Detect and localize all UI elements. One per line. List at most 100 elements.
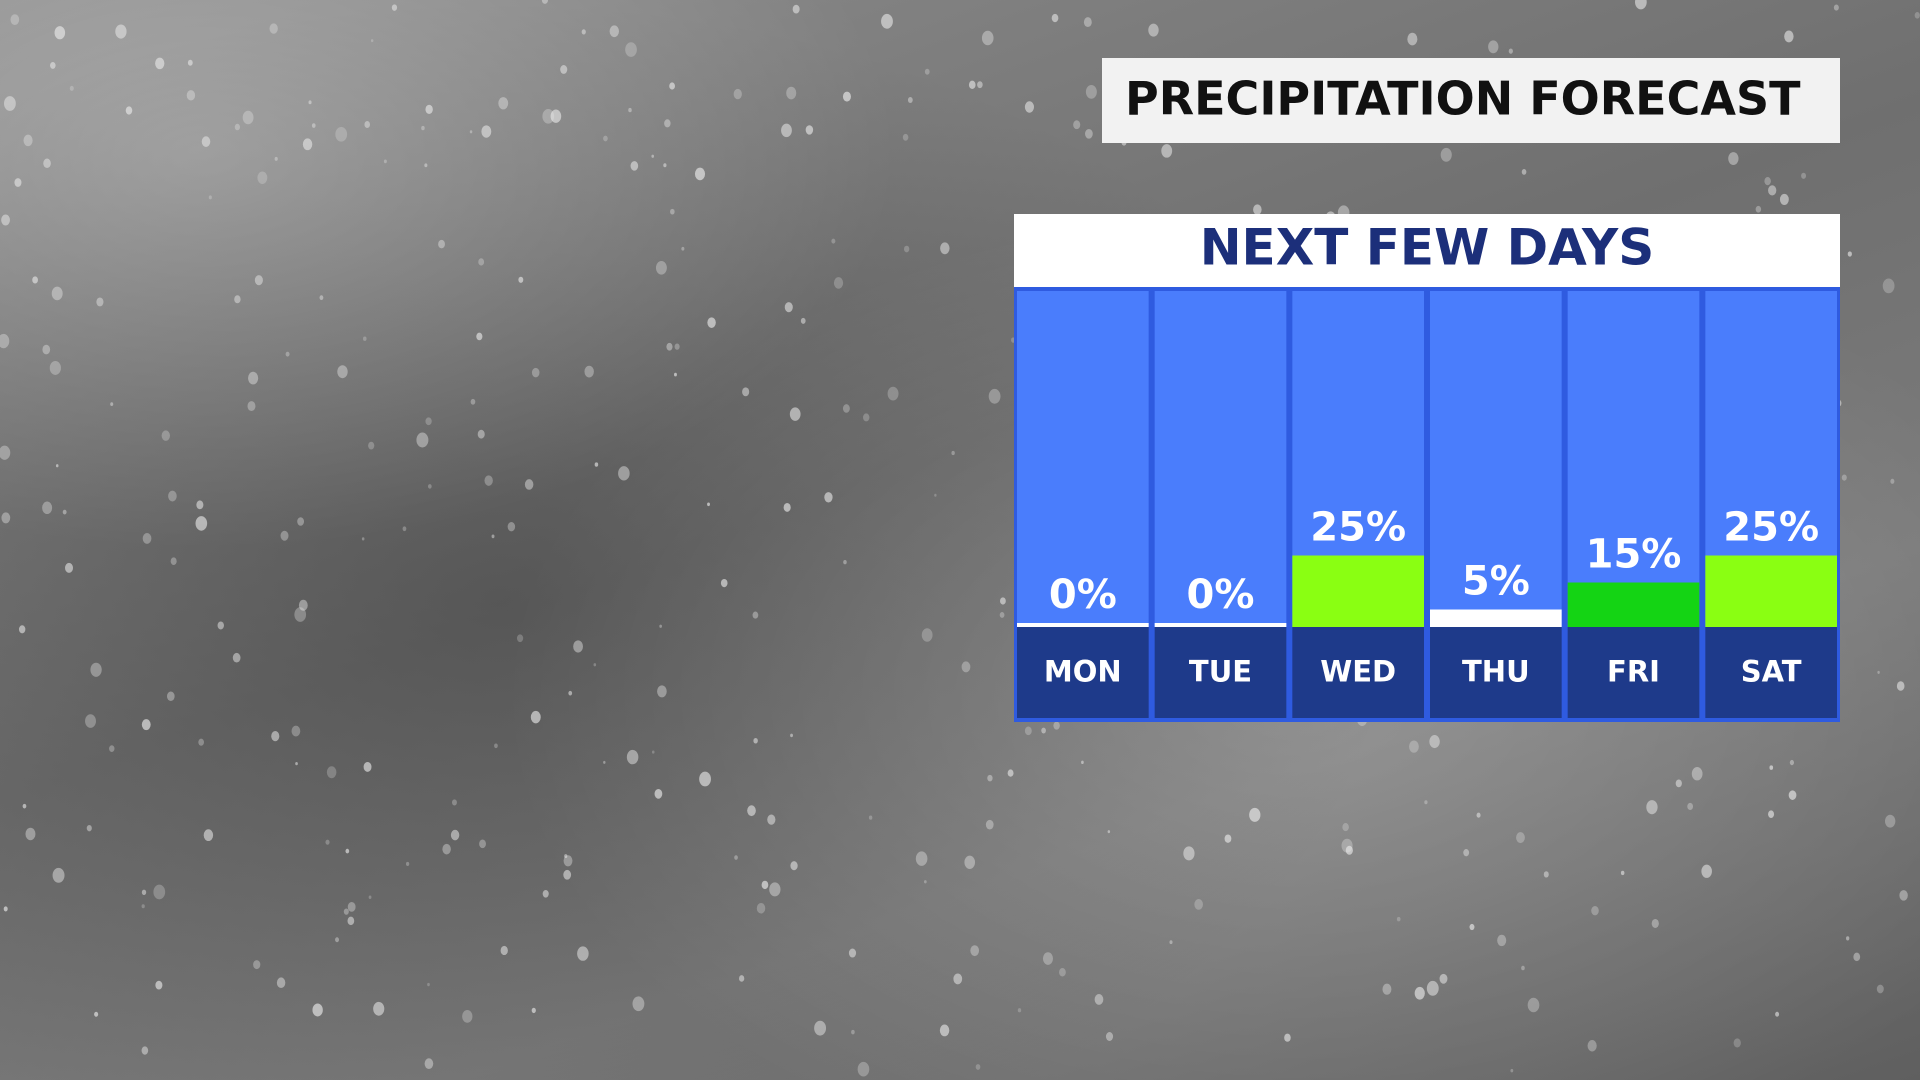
rain-drop [1342,823,1349,832]
rain-drop [276,977,286,989]
rain-drop [805,125,814,135]
rain-drop [1194,899,1203,910]
rain-drop [1161,144,1173,158]
rain-drop [427,484,432,489]
rain-drop [657,685,667,698]
rain-drop [1885,814,1896,828]
rain-drop [373,1001,385,1016]
rain-drop [970,945,980,957]
bar-cap [1292,555,1424,560]
rain-drop [1853,952,1861,962]
rain-drop [953,973,963,985]
rain-drop [153,884,166,900]
rain-drop [477,429,485,439]
rain-drop [345,848,350,854]
rain-drop [651,154,655,158]
rain-drop [1687,802,1694,811]
rain-drop [915,851,928,866]
rain-drop [1041,727,1046,734]
rain-drop [3,96,16,111]
rain-drop [903,245,910,253]
column-bg [1430,291,1562,627]
rain-drop [280,530,289,541]
rain-drop [707,317,716,328]
rain-drop [1635,0,1647,10]
rain-drop [1768,810,1775,818]
rain-drop [343,908,349,915]
rain-drop [1059,967,1066,977]
day-box [1154,627,1287,718]
x-tick-label: TUE [1189,655,1252,689]
rain-drop [294,607,307,622]
rain-drop [669,82,675,90]
rain-drop [1728,152,1739,165]
rain-drop [814,1020,827,1036]
rain-drop [479,839,486,849]
x-tick-label: MON [1044,655,1122,689]
rain-drop [1253,204,1262,215]
rain-drop [196,500,204,510]
rain-drop [577,946,589,961]
rain-drop [427,982,430,987]
rain-drop [10,14,20,26]
rain-drop [507,522,516,532]
rain-drop [924,880,927,884]
rain-drop [1801,172,1807,179]
rain-drop [450,829,460,841]
rain-drop [1527,997,1540,1013]
rain-drop [337,365,348,379]
rain-drop [981,30,994,46]
rain-drop [907,96,913,104]
rain-drop [663,163,667,168]
value-label: 5% [1462,559,1530,605]
rain-drop [1543,871,1549,878]
bar [1567,586,1700,627]
rain-drop [64,562,74,573]
rain-drop [999,611,1005,618]
rain-drop [1890,478,1895,484]
rain-drop [248,371,259,385]
rain-drop [1396,916,1401,922]
rain-drop [42,501,53,515]
rain-drop [783,502,791,512]
rain-drop [141,719,151,731]
rain-drop [681,246,685,251]
rain-drop [325,839,330,845]
rain-drop [1876,984,1884,994]
rain-drop [469,130,473,134]
rain-drop [518,276,524,283]
rain-drop [1775,1011,1780,1017]
rain-drop [54,26,66,40]
rain-drop [1846,936,1850,941]
x-tick-label: WED [1320,655,1396,689]
rain-drop [425,104,433,114]
rain-drop [843,559,847,565]
rain-drop [271,731,280,742]
rain-drop [142,532,152,544]
rain-drop [1899,890,1908,901]
rain-drop [168,490,177,502]
rain-drop [109,745,115,752]
rain-drop [674,372,677,377]
rain-drop [14,178,22,187]
rain-drop [752,611,759,619]
rain-drop [438,239,445,249]
rain-drop [531,1007,536,1014]
rain-drop [887,386,899,401]
rain-drop [1476,812,1481,818]
rain-drop [253,960,261,970]
rain-drop [405,861,410,866]
day-box [1017,627,1149,718]
rain-drop [462,1009,473,1023]
rain-drop [1508,48,1513,54]
x-tick-label: THU [1462,655,1530,689]
rain-drop [1017,1008,1022,1013]
rain-drop [654,789,663,799]
day-box [1705,627,1837,718]
rain-drop [232,652,241,663]
rain-drop [985,819,994,830]
rain-drop [203,829,214,842]
rain-drop [1675,779,1682,788]
